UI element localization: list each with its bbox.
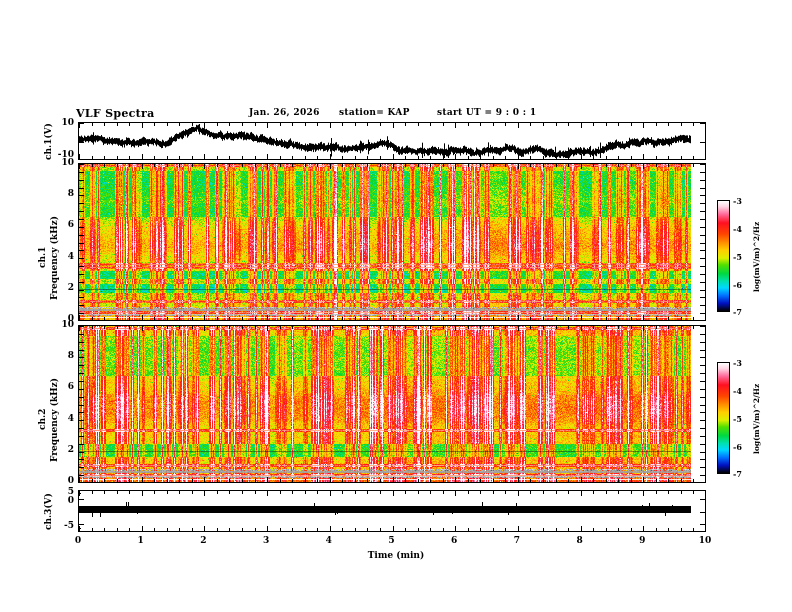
ytick-ch2-freq-10: 10 [61, 320, 74, 330]
ytick-ch2-freq-8: 8 [67, 351, 74, 361]
ytick-ch1-freq-6: 6 [67, 220, 74, 230]
colorbar-ch2 [717, 362, 730, 474]
ytick-ch3-volt-5: 5 [67, 487, 74, 497]
ytick-ch3-volt-m5: -5 [64, 521, 74, 531]
xtick-label-8: 8 [576, 536, 583, 546]
xtick-label-7: 7 [513, 536, 521, 546]
ytick-ch2-freq-2: 2 [67, 445, 74, 455]
figure-date: Jan. 26, 2026 [249, 108, 320, 118]
cbtick-ch1-4: -7 [733, 307, 742, 317]
xaxis-label: Time (min) [367, 551, 425, 561]
ytick-ch1-freq-2: 2 [67, 283, 74, 293]
xtick-label-9: 9 [639, 536, 646, 546]
xtick-label-3: 3 [262, 536, 270, 546]
figure-station: station= KAP [339, 108, 410, 118]
ytick-ch1-volt-1: -10 [57, 150, 74, 160]
colorbar-ch2-label: log(mV/m)^2/Hz [752, 383, 761, 454]
cbtick-ch1-1: -4 [733, 224, 742, 234]
cbtick-ch1-3: -6 [733, 280, 742, 290]
ytick-ch2-freq-0: 0 [67, 476, 74, 486]
panel-ch1-waveform [78, 122, 706, 160]
cbtick-ch1-2: -5 [733, 252, 742, 262]
ytick-ch2-freq-6: 6 [67, 382, 74, 392]
cbtick-ch2-1: -4 [733, 386, 742, 396]
ytick-ch1-volt-0: 10 [61, 118, 74, 128]
figure-start-ut: start UT = 9 : 0 : 1 [437, 108, 537, 118]
ytick-ch2-freq-4: 4 [67, 414, 74, 424]
cbtick-ch2-4: -7 [733, 469, 742, 479]
ytick-ch1-freq-0: 0 [67, 314, 74, 324]
cbtick-ch2-0: -3 [733, 358, 742, 368]
xtick-label-4: 4 [325, 536, 332, 546]
figure-title-row: VLF Spectra Jan. 26, 2026 station= KAP s… [0, 107, 792, 121]
ytick-ch1-freq-8: 8 [67, 189, 74, 199]
xtick-label-2: 2 [200, 536, 207, 546]
xtick-label-1: 1 [137, 536, 144, 546]
cbtick-ch1-0: -3 [733, 196, 742, 206]
cbtick-ch2-3: -6 [733, 442, 742, 452]
colorbar-ch1-label: log(mV/m)^2/Hz [752, 221, 761, 292]
cbtick-ch2-2: -5 [733, 414, 742, 424]
ytick-ch1-freq-10: 10 [61, 158, 74, 168]
panel-ch3-waveform [78, 490, 706, 532]
xtick-label-5: 5 [388, 536, 395, 546]
panel-ch1-spectrogram [78, 163, 706, 321]
panel-ch2-spectrogram [78, 325, 706, 483]
page-title: VLF Spectra [76, 107, 155, 120]
ytick-ch1-freq-4: 4 [67, 252, 74, 262]
xtick-label-6: 6 [451, 536, 458, 546]
xtick-label-0: 0 [74, 536, 82, 546]
xtick-label-10: 10 [698, 536, 712, 546]
colorbar-ch1 [717, 200, 730, 312]
ytick-ch3-volt-0: 0 [67, 496, 74, 506]
